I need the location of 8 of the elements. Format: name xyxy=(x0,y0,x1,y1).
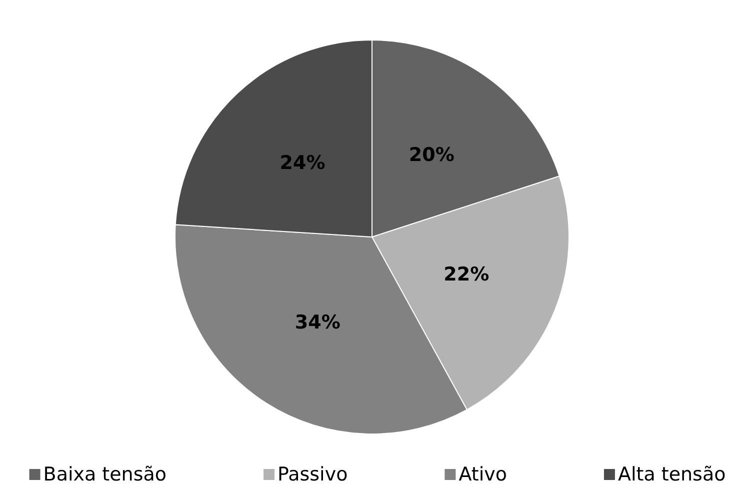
data-label: 24% xyxy=(280,152,326,174)
legend-label: Ativo xyxy=(458,464,507,486)
legend-label: Passivo xyxy=(278,464,348,486)
data-label: 20% xyxy=(408,144,454,166)
data-label: 22% xyxy=(444,263,490,286)
legend-label: Baixa tensão xyxy=(43,464,167,486)
legend-label: Alta tensão xyxy=(618,464,726,486)
data-label: 34% xyxy=(294,312,340,334)
